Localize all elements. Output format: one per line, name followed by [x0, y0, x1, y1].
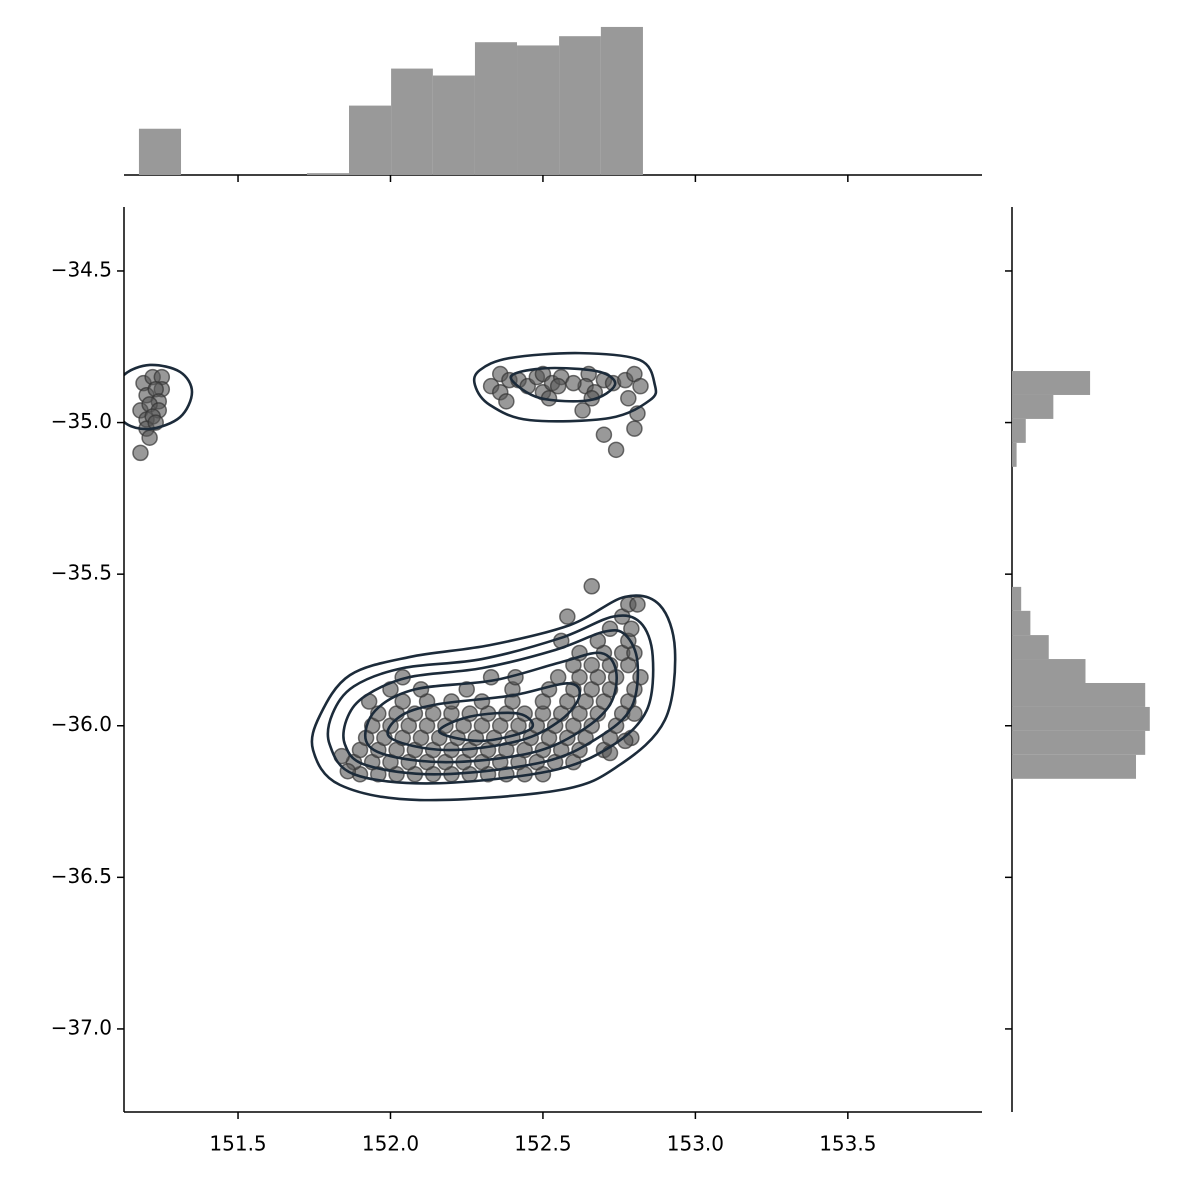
y-hist-bar — [1012, 635, 1049, 660]
y-hist-bar — [1012, 418, 1026, 443]
scatter-point — [583, 578, 600, 595]
scatter-point — [607, 441, 625, 459]
y-tick-label: −36.5 — [51, 864, 112, 888]
scatter-point — [632, 668, 649, 686]
y-hist-bar — [1012, 610, 1031, 636]
x-hist-bar — [349, 105, 392, 175]
x-tick-label: 152.0 — [362, 1132, 419, 1156]
x-hist-bar — [138, 128, 182, 175]
y-hist-bar — [1012, 730, 1146, 755]
x-hist-bar — [432, 75, 475, 175]
y-tick-label: −35.0 — [51, 409, 112, 433]
y-hist-bar — [1012, 371, 1091, 395]
y-hist-bar — [1012, 394, 1054, 419]
scatter-point — [626, 420, 643, 437]
y-hist-bar — [1012, 659, 1086, 683]
kde-contour — [326, 614, 655, 785]
scatter-point — [574, 402, 591, 419]
scatter-point — [601, 620, 619, 637]
y-tick-label: −37.0 — [51, 1015, 112, 1039]
x-tick-label: 152.5 — [514, 1132, 571, 1156]
x-tick-label: 151.5 — [209, 1132, 266, 1156]
kde-contour — [386, 681, 582, 752]
scatter-point — [141, 429, 158, 446]
scatter-point — [498, 393, 515, 410]
y-tick-label: −34.5 — [51, 257, 112, 281]
scatter-point — [559, 608, 576, 625]
x-tick-label: 153.5 — [819, 1132, 876, 1156]
main-plot-area — [124, 351, 677, 802]
x-hist-bar — [600, 26, 643, 176]
x-hist-bar — [559, 36, 601, 175]
kde-contour — [310, 594, 677, 802]
y-tick-label: −35.5 — [51, 561, 112, 585]
kde-contour — [364, 651, 618, 764]
x-tick-label: 153.0 — [667, 1132, 724, 1156]
scatter-point — [458, 681, 475, 698]
kde-contour — [472, 351, 658, 423]
x-hist-bar — [391, 68, 433, 175]
y-hist-bar — [1012, 706, 1150, 731]
scatter-point — [595, 426, 613, 443]
x-hist-bar — [306, 173, 350, 175]
y-hist-bar — [1012, 442, 1017, 467]
scatter-point — [623, 620, 640, 637]
scatter-point — [629, 596, 646, 613]
y-hist-bar — [1012, 586, 1022, 611]
scatter-point — [132, 444, 149, 462]
y-hist-bar — [1012, 682, 1146, 707]
kde-contour — [342, 628, 640, 776]
x-hist-bar — [517, 45, 560, 176]
scatter-point — [473, 693, 491, 710]
scatter-point — [632, 377, 649, 395]
scatter-point — [583, 656, 600, 674]
scatter-point — [565, 374, 582, 392]
scatter-point — [620, 390, 637, 407]
y-tick-label: −36.0 — [51, 712, 112, 736]
x-hist-bar — [474, 42, 518, 175]
kde-contour — [124, 363, 194, 431]
kde-contour — [437, 711, 535, 743]
y-hist-bar — [1012, 754, 1137, 779]
scatter-point — [549, 377, 567, 395]
kde-contour — [509, 366, 617, 403]
